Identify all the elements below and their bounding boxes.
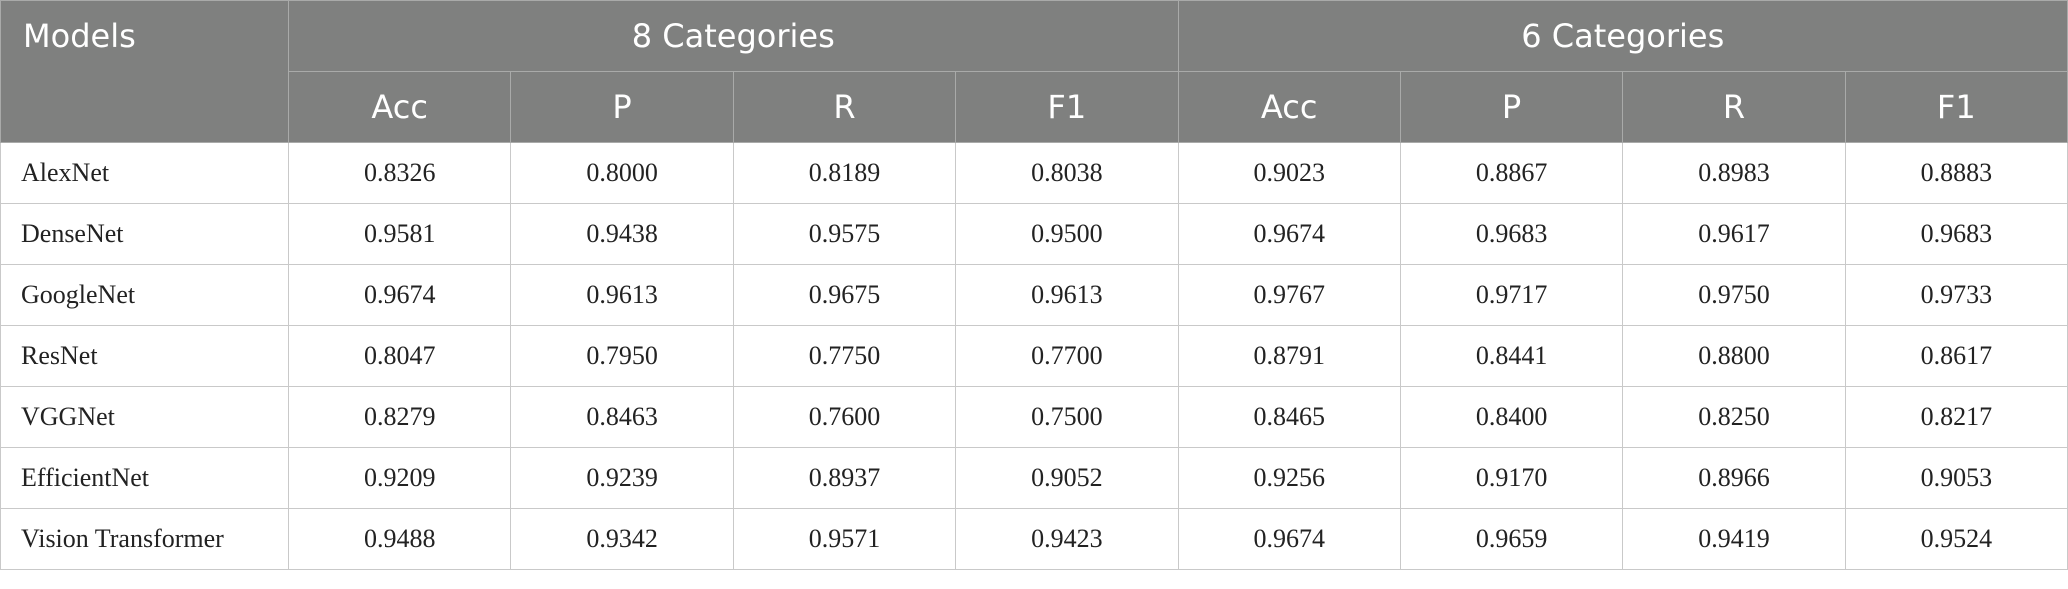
metric-cell: 0.9733 bbox=[1844, 264, 2068, 326]
metric-cell: 0.9675 bbox=[732, 264, 957, 326]
metric-cell: 0.8463 bbox=[510, 386, 734, 448]
metric-cell: 0.9053 bbox=[1844, 447, 2068, 509]
metric-cell: 0.7750 bbox=[732, 325, 957, 387]
metric-cell: 0.9575 bbox=[732, 203, 957, 265]
model-name: VGGNet bbox=[0, 386, 289, 448]
metric-header: P bbox=[510, 71, 734, 143]
metric-cell: 0.8441 bbox=[1399, 325, 1624, 387]
metric-header: F1 bbox=[955, 71, 1179, 143]
results-table: Models 8 Categories 6 Categories Acc P R F1… bbox=[0, 0, 2068, 570]
metric-cell: 0.8883 bbox=[1844, 142, 2068, 204]
metric-cell: 0.9342 bbox=[510, 508, 734, 570]
metric-cell: 0.8217 bbox=[1844, 386, 2068, 448]
metric-cell: 0.8038 bbox=[955, 142, 1179, 204]
metric-cell: 0.9717 bbox=[1399, 264, 1624, 326]
metric-cell: 0.8465 bbox=[1177, 386, 1401, 448]
metric-cell: 0.9500 bbox=[955, 203, 1179, 265]
metric-cell: 0.9674 bbox=[1177, 508, 1401, 570]
data-row: GoogleNet 0.9674 0.9613 0.9675 0.9613 0.9767 0… bbox=[0, 264, 2068, 326]
metric-header: P bbox=[1399, 71, 1624, 143]
metric-cell: 0.9750 bbox=[1622, 264, 1846, 326]
metric-cell: 0.8047 bbox=[287, 325, 512, 387]
metric-cell: 0.9581 bbox=[287, 203, 512, 265]
models-header: Models bbox=[0, 0, 289, 143]
subheader-row: Acc P R F1 Acc P R F1 bbox=[1, 71, 2068, 143]
group-header: 6 Categories bbox=[1177, 0, 2068, 72]
metric-cell: 0.9423 bbox=[955, 508, 1179, 570]
metric-cell: 0.7700 bbox=[955, 325, 1179, 387]
metric-cell: 0.9170 bbox=[1399, 447, 1624, 509]
metric-cell: 0.9674 bbox=[287, 264, 512, 326]
metric-cell: 0.8791 bbox=[1177, 325, 1401, 387]
metric-cell: 0.9256 bbox=[1177, 447, 1401, 509]
metric-header: R bbox=[1622, 71, 1846, 143]
model-name: ResNet bbox=[0, 325, 289, 387]
data-row: Vision Transformer 0.9488 0.9342 0.9571 0.94… bbox=[0, 508, 2068, 570]
metric-cell: 0.9023 bbox=[1177, 142, 1401, 204]
metric-cell: 0.9524 bbox=[1844, 508, 2068, 570]
metric-cell: 0.9674 bbox=[1177, 203, 1401, 265]
metric-header: F1 bbox=[1844, 71, 2068, 143]
metric-cell: 0.7600 bbox=[732, 386, 957, 448]
metric-header: Acc bbox=[287, 71, 512, 143]
metric-header: Acc bbox=[1177, 71, 1401, 143]
model-name: DenseNet bbox=[0, 203, 289, 265]
metric-cell: 0.9767 bbox=[1177, 264, 1401, 326]
model-name: Vision Transformer bbox=[0, 508, 289, 570]
metric-cell: 0.8400 bbox=[1399, 386, 1624, 448]
metric-cell: 0.7500 bbox=[955, 386, 1179, 448]
metric-cell: 0.9052 bbox=[955, 447, 1179, 509]
metric-cell: 0.8966 bbox=[1622, 447, 1846, 509]
metric-cell: 0.9617 bbox=[1622, 203, 1846, 265]
metric-cell: 0.8250 bbox=[1622, 386, 1846, 448]
metric-cell: 0.9571 bbox=[732, 508, 957, 570]
metric-cell: 0.8326 bbox=[287, 142, 512, 204]
metric-cell: 0.9613 bbox=[955, 264, 1179, 326]
model-name: GoogleNet bbox=[0, 264, 289, 326]
group-header: 8 Categories bbox=[288, 0, 1179, 72]
metric-cell: 0.8983 bbox=[1622, 142, 1846, 204]
metric-cell: 0.9683 bbox=[1844, 203, 2068, 265]
model-name: AlexNet bbox=[0, 142, 289, 204]
data-row: ResNet 0.8047 0.7950 0.7750 0.7700 0.8791 0.84… bbox=[0, 325, 2068, 387]
metric-cell: 0.9209 bbox=[287, 447, 512, 509]
metric-cell: 0.9438 bbox=[510, 203, 734, 265]
metric-cell: 0.9659 bbox=[1399, 508, 1624, 570]
metric-cell: 0.8279 bbox=[287, 386, 512, 448]
metric-cell: 0.8867 bbox=[1399, 142, 1624, 204]
metric-cell: 0.8937 bbox=[732, 447, 957, 509]
metric-cell: 0.9239 bbox=[510, 447, 734, 509]
metric-cell: 0.8617 bbox=[1844, 325, 2068, 387]
metric-cell: 0.9488 bbox=[287, 508, 512, 570]
data-row: EfficientNet 0.9209 0.9239 0.8937 0.9052 0.92… bbox=[0, 447, 2068, 509]
metric-header: R bbox=[732, 71, 957, 143]
metric-cell: 0.8189 bbox=[732, 142, 957, 204]
model-name: EfficientNet bbox=[0, 447, 289, 509]
metric-cell: 0.9683 bbox=[1399, 203, 1624, 265]
metric-cell: 0.8000 bbox=[510, 142, 734, 204]
metric-cell: 0.7950 bbox=[510, 325, 734, 387]
data-row: VGGNet 0.8279 0.8463 0.7600 0.7500 0.8465 0.84… bbox=[0, 386, 2068, 448]
data-row: DenseNet 0.9581 0.9438 0.9575 0.9500 0.9674 0.… bbox=[0, 203, 2068, 265]
header-row: Models 8 Categories 6 Categories bbox=[0, 0, 2068, 143]
metric-cell: 0.8800 bbox=[1622, 325, 1846, 387]
metric-cell: 0.9419 bbox=[1622, 508, 1846, 570]
metric-cell: 0.9613 bbox=[510, 264, 734, 326]
data-row: AlexNet 0.8326 0.8000 0.8189 0.8038 0.9023 0.8… bbox=[0, 142, 2068, 204]
